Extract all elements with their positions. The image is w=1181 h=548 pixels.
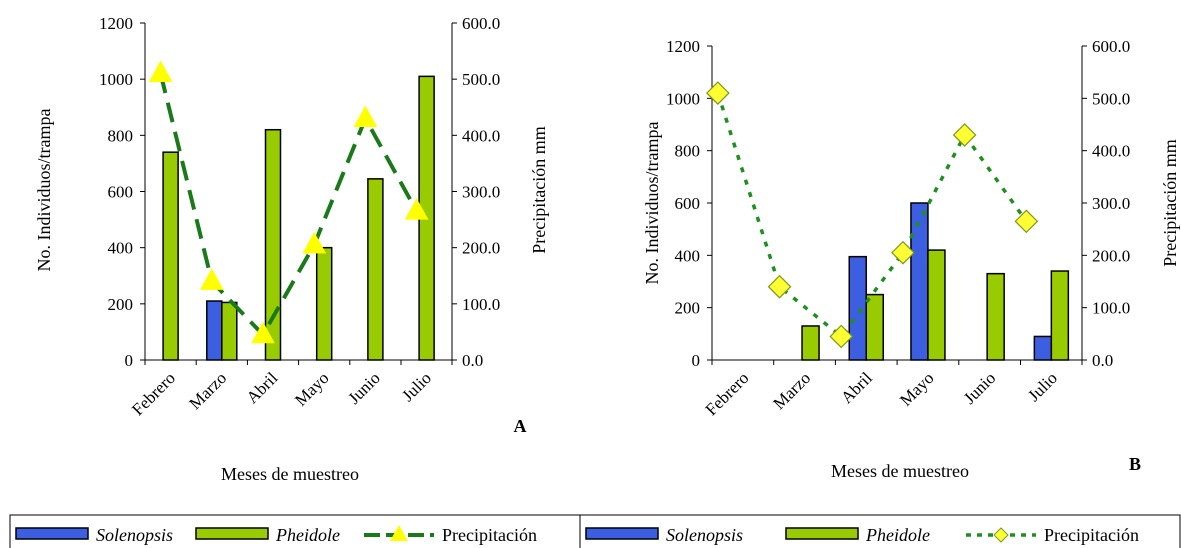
x-tick-label: Abril — [243, 368, 282, 407]
x-tick-label: Abril — [837, 368, 876, 407]
y-axis-title-left: No. Individuos/trampa — [642, 122, 662, 285]
y-tick-label-left: 200 — [675, 299, 701, 318]
bar-solenopsis — [910, 202, 929, 361]
x-tick-label: Julio — [1024, 368, 1061, 405]
y-tick-label-right: 400.0 — [462, 126, 500, 145]
bar-pheidole — [315, 246, 333, 361]
marker-precipitacion — [952, 123, 977, 147]
legend-marker-precipitacion — [390, 525, 408, 541]
x-tick-label: Mayo — [291, 368, 332, 409]
y-tick-label-right: 300.0 — [1092, 194, 1130, 213]
marker-precipitacion — [404, 198, 429, 220]
y-tick-label-left: 600 — [675, 194, 701, 213]
y-tick-label-right: 100.0 — [462, 295, 500, 314]
y-tick-label-right: 500.0 — [462, 70, 500, 89]
marker-precipitacion — [706, 81, 730, 105]
marker-precipitacion — [251, 321, 275, 344]
y-tick-label-left: 800 — [675, 142, 701, 161]
marker-precipitacion — [199, 268, 224, 290]
y-tick-label-right: 600.0 — [1092, 37, 1130, 56]
bar-pheidole — [927, 249, 946, 361]
legend-box — [9, 514, 581, 548]
y-tick-label-left: 200 — [108, 295, 134, 314]
x-tick-label: Febrero — [128, 368, 179, 419]
marker-precipitacion — [148, 60, 173, 83]
y-tick-label-right: 600.0 — [462, 14, 500, 33]
panel-label: B — [1129, 454, 1141, 474]
y-tick-label-right: 200.0 — [1092, 246, 1130, 265]
y-tick-label-right: 100.0 — [1092, 299, 1130, 318]
legend-swatch-solenopsis — [15, 527, 89, 540]
x-axis-title: Meses de muestreo — [831, 461, 969, 481]
y-tick-label-right: 500.0 — [1092, 89, 1130, 108]
legend-label-solenopsis: Solenopsis — [96, 525, 173, 545]
y-tick-label-right: 200.0 — [462, 239, 500, 258]
legend-label-solenopsis: Solenopsis — [666, 525, 743, 545]
line-precipitacion — [716, 92, 1028, 339]
legend: Solenopsis Pheidole Precipitación — [9, 514, 581, 548]
y-tick-label-right: 0.0 — [1092, 351, 1113, 370]
marker-precipitacion — [302, 231, 327, 254]
marker-precipitacion — [1014, 209, 1039, 234]
line-precipitacion — [158, 73, 419, 339]
y-tick-label-left: 1000 — [666, 89, 700, 108]
bar-solenopsis — [1033, 335, 1053, 361]
y-tick-label-left: 800 — [108, 126, 134, 145]
legend-box — [579, 514, 1181, 548]
legend: Solenopsis Pheidole Precipitación — [579, 514, 1181, 548]
legend-label-precipitacion: Precipitación — [442, 525, 537, 545]
marker-precipitacion — [829, 324, 854, 349]
y-tick-label-left: 1000 — [99, 70, 133, 89]
legend-label-precipitacion: Precipitación — [1044, 525, 1139, 545]
y-axis-title-left: No. Individuos/trampa — [34, 109, 54, 272]
y-tick-label-left: 600 — [108, 183, 134, 202]
y-tick-label-right: 300.0 — [462, 183, 500, 202]
y-tick-label-left: 0 — [692, 351, 701, 370]
legend-swatch-solenopsis — [585, 527, 659, 540]
y-tick-label-left: 400 — [675, 246, 701, 265]
bar-pheidole — [264, 128, 282, 361]
bar-pheidole — [865, 293, 884, 361]
bar-pheidole — [801, 325, 820, 361]
x-tick-label: Julio — [398, 368, 435, 405]
bar-solenopsis — [206, 300, 223, 361]
x-axis-title: Meses de muestreo — [221, 464, 359, 484]
bar-solenopsis — [848, 255, 867, 361]
y-tick-label-left: 1200 — [666, 37, 700, 56]
y-tick-label-right: 0.0 — [462, 351, 483, 370]
y-tick-label-right: 400.0 — [1092, 142, 1130, 161]
y-tick-label-left: 400 — [108, 239, 134, 258]
marker-precipitacion — [891, 240, 915, 265]
y-axis-title-right: Precipitación mm — [529, 126, 549, 253]
legend-marker-precipitacion — [993, 527, 1009, 543]
bar-pheidole — [1050, 270, 1070, 361]
y-tick-label-left: 1200 — [99, 14, 133, 33]
bar-pheidole — [986, 272, 1005, 361]
x-tick-label: Junio — [344, 368, 383, 407]
bar-pheidole — [221, 301, 238, 361]
bar-pheidole — [162, 151, 179, 361]
x-tick-label: Marzo — [185, 368, 230, 413]
y-axis-title-right: Precipitación mm — [1160, 139, 1180, 266]
legend-swatch-pheidole — [195, 527, 269, 540]
x-tick-label: Febrero — [702, 368, 753, 419]
x-tick-label: Junio — [960, 368, 999, 407]
bar-pheidole — [367, 178, 384, 361]
marker-precipitacion — [353, 105, 378, 127]
legend-label-pheidole: Pheidole — [865, 525, 930, 545]
chart-panel-b: 0 200 400 600 800 1000 1200 0.0 100.0 200.0 300.0 4… — [579, 37, 1181, 548]
x-tick-label: Mayo — [896, 368, 937, 409]
marker-precipitacion — [767, 274, 792, 299]
panel-label: A — [514, 416, 527, 436]
legend-label-pheidole: Pheidole — [275, 525, 340, 545]
y-tick-label-left: 0 — [125, 351, 134, 370]
legend-swatch-pheidole — [785, 527, 859, 540]
chart-panel-a: 0 200 400 600 800 1000 1200 0.0 100.0 200.0 300.0 4… — [9, 14, 581, 548]
x-tick-label: Marzo — [769, 368, 814, 413]
